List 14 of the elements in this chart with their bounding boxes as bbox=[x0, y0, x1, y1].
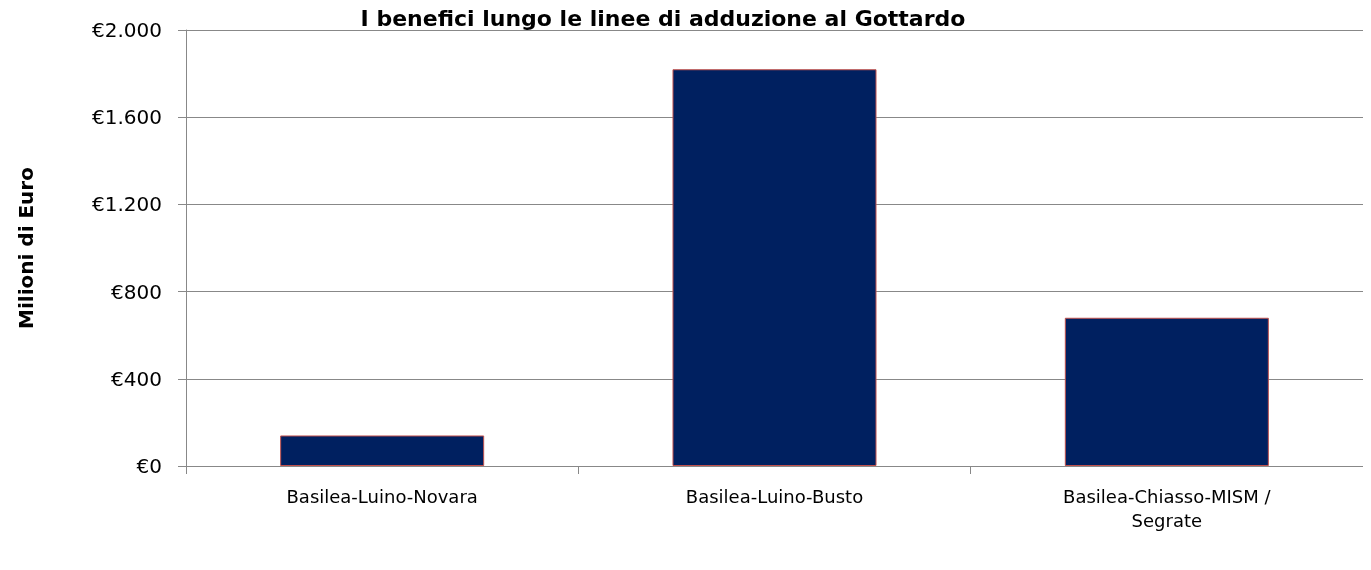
chart-title: I benefici lungo le linee di adduzione al Gottardo bbox=[360, 5, 966, 31]
y-tick-label: €1.600 bbox=[92, 105, 162, 130]
x-tick-label: Basilea-Chiasso-MISM / Segrate bbox=[1063, 485, 1272, 531]
y-axis-title: Milioni di Euro bbox=[14, 167, 38, 329]
x-tick-label: Basilea-Luino-Novara bbox=[286, 485, 478, 507]
y-tick-label: €400 bbox=[111, 366, 162, 391]
y-tick-label: €2.000 bbox=[92, 18, 162, 42]
y-tick-label: €1.200 bbox=[92, 192, 162, 217]
bar bbox=[1064, 317, 1269, 466]
x-tick-label: Basilea-Luino-Busto bbox=[685, 485, 864, 507]
bar bbox=[672, 69, 877, 466]
y-tick-label: €0 bbox=[136, 454, 162, 478]
y-tick-label: €800 bbox=[111, 279, 162, 304]
bar bbox=[280, 435, 485, 466]
